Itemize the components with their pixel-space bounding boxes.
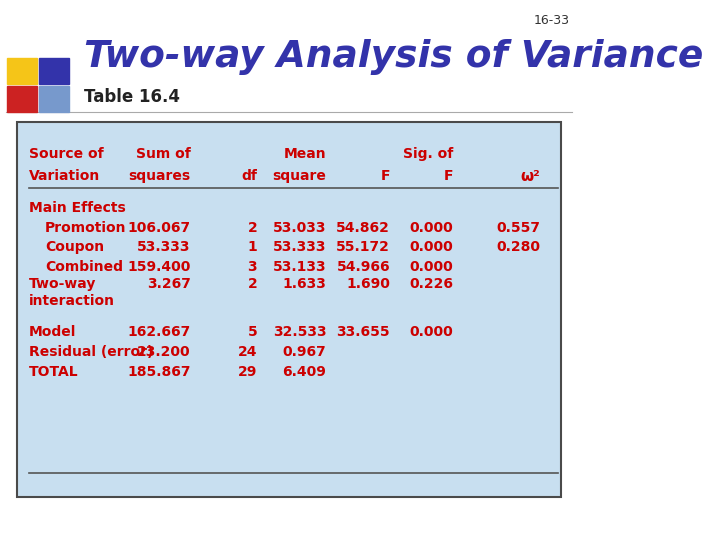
Text: 2: 2 <box>248 277 257 291</box>
Text: interaction: interaction <box>29 294 115 308</box>
Text: 0.000: 0.000 <box>410 240 454 254</box>
Text: Sum of: Sum of <box>136 147 191 161</box>
Text: square: square <box>273 169 326 183</box>
Text: 16-33: 16-33 <box>534 14 570 26</box>
Text: 185.867: 185.867 <box>127 365 191 379</box>
FancyBboxPatch shape <box>17 122 560 497</box>
Text: 55.172: 55.172 <box>336 240 390 254</box>
Text: Variation: Variation <box>29 169 100 183</box>
Text: 3.267: 3.267 <box>147 277 191 291</box>
Text: 53.033: 53.033 <box>273 221 326 235</box>
Bar <box>7 86 37 112</box>
Bar <box>39 86 69 112</box>
Text: 0.000: 0.000 <box>410 325 454 339</box>
Text: 53.333: 53.333 <box>273 240 326 254</box>
Text: 0.000: 0.000 <box>410 260 454 274</box>
Text: 159.400: 159.400 <box>127 260 191 274</box>
Text: ω²: ω² <box>521 168 540 184</box>
Text: 162.667: 162.667 <box>127 325 191 339</box>
Bar <box>39 58 69 84</box>
Text: Mean: Mean <box>284 147 326 161</box>
Text: F: F <box>381 169 390 183</box>
Text: 0.280: 0.280 <box>496 240 540 254</box>
Text: 6.409: 6.409 <box>283 365 326 379</box>
Text: Sig. of: Sig. of <box>403 147 454 161</box>
Text: 3: 3 <box>248 260 257 274</box>
Text: Two-way Analysis of Variance: Two-way Analysis of Variance <box>84 39 703 75</box>
Text: 33.655: 33.655 <box>336 325 390 339</box>
Text: df: df <box>241 169 257 183</box>
Text: 54.862: 54.862 <box>336 221 390 235</box>
Text: 1.690: 1.690 <box>346 277 390 291</box>
Text: 23.200: 23.200 <box>137 345 191 359</box>
Text: 0.557: 0.557 <box>496 221 540 235</box>
Text: 106.067: 106.067 <box>127 221 191 235</box>
Text: 2: 2 <box>248 221 257 235</box>
Text: 5: 5 <box>248 325 257 339</box>
Text: Main Effects: Main Effects <box>29 201 126 215</box>
Text: Promotion: Promotion <box>45 221 127 235</box>
Text: Model: Model <box>29 325 76 339</box>
Text: F: F <box>444 169 454 183</box>
Text: 54.966: 54.966 <box>336 260 390 274</box>
Text: squares: squares <box>129 169 191 183</box>
Text: Two-way: Two-way <box>29 277 96 291</box>
Text: 53.133: 53.133 <box>273 260 326 274</box>
Text: 0.967: 0.967 <box>283 345 326 359</box>
Text: Coupon: Coupon <box>45 240 104 254</box>
Bar <box>7 58 37 84</box>
Text: TOTAL: TOTAL <box>29 365 78 379</box>
Text: 0.226: 0.226 <box>410 277 454 291</box>
Text: Combined: Combined <box>45 260 123 274</box>
Text: 24: 24 <box>238 345 257 359</box>
Text: 32.533: 32.533 <box>273 325 326 339</box>
Text: Table 16.4: Table 16.4 <box>84 88 180 106</box>
Text: Residual (error): Residual (error) <box>29 345 153 359</box>
Text: Source of: Source of <box>29 147 104 161</box>
Text: 0.000: 0.000 <box>410 221 454 235</box>
Text: 29: 29 <box>238 365 257 379</box>
Text: 1: 1 <box>248 240 257 254</box>
Text: 53.333: 53.333 <box>138 240 191 254</box>
Text: 1.633: 1.633 <box>283 277 326 291</box>
